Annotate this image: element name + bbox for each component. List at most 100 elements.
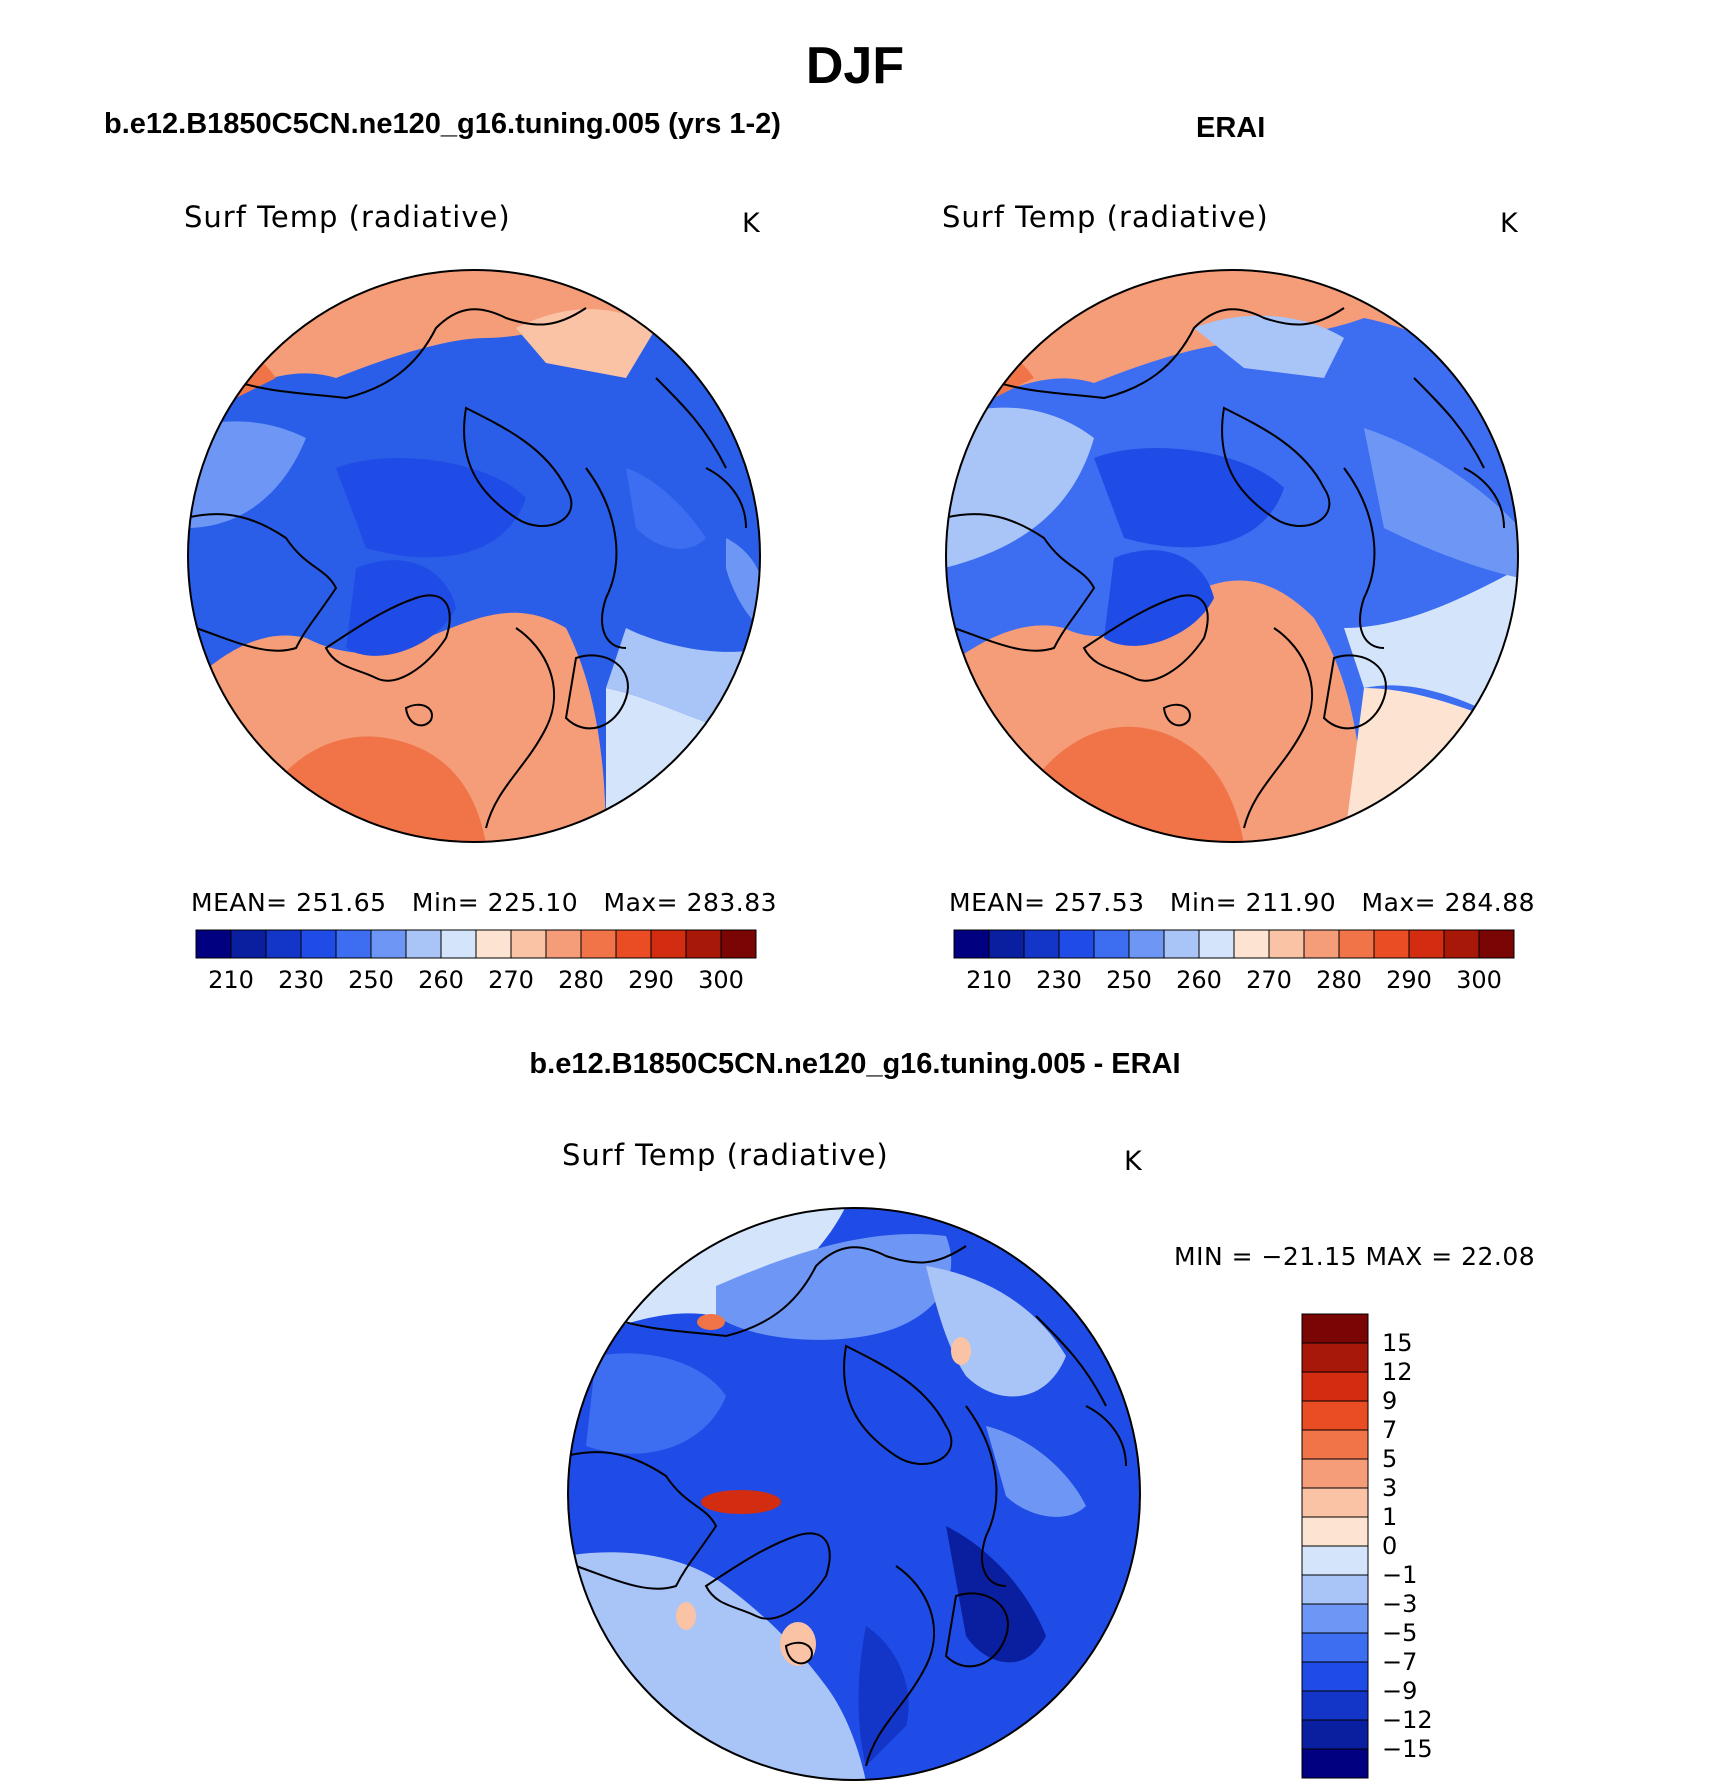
diff-east-mid: [986, 1426, 1086, 1517]
model-max-label: Max=: [603, 888, 679, 917]
model-colorbar-swatch: [510, 929, 547, 959]
obs-colorbar-swatch: [988, 929, 1025, 959]
model-eurasia-warm: [666, 768, 760, 842]
model-colorbar-tick-label: 210: [208, 966, 254, 994]
model-max-value: 283.83: [686, 888, 778, 917]
model-colorbar-tick-label: 300: [698, 966, 744, 994]
obs-colorbar-tick-label: 290: [1386, 966, 1432, 994]
diff-colorbar-tick-label: −15: [1382, 1735, 1433, 1763]
obs-colorbar-tick-label: 210: [966, 966, 1012, 994]
diff-colorbar-tick-label: −3: [1382, 1590, 1418, 1618]
diff-colorbar-tick-label: 0: [1382, 1532, 1398, 1560]
diff-colorbar-tick-label: −9: [1382, 1677, 1418, 1705]
model-colorbar-swatch: [265, 929, 302, 959]
obs-arctic-core: [1094, 448, 1284, 548]
figure-title: DJF: [805, 37, 905, 95]
model-colorbar-swatch: [615, 929, 652, 959]
diff-colorbar-tick-label: 12: [1382, 1358, 1413, 1386]
obs-coastlines: [946, 307, 1505, 829]
obs-colorbar-tick-label: 300: [1456, 966, 1502, 994]
obs-mean-label: MEAN=: [949, 888, 1046, 917]
obs-colorbar-tick-label: 230: [1036, 966, 1082, 994]
obs-panel-title: ERAI: [1196, 112, 1266, 144]
model-map-border: [187, 269, 761, 843]
diff-colorbar-swatch: [1301, 1690, 1369, 1721]
obs-stats: MEAN= 257.53 Min= 211.90 Max= 284.88: [949, 888, 1535, 917]
obs-variable-label: Surf Temp (radiative): [942, 200, 1269, 234]
model-colorbar-tick-label: 290: [628, 966, 674, 994]
obs-colorbar-swatch: [1338, 929, 1375, 959]
diff-colorbar-tick-label: 7: [1382, 1416, 1398, 1444]
model-colorbar-tick-label: 270: [488, 966, 534, 994]
model-variable-label: Surf Temp (radiative): [184, 200, 511, 234]
obs-siberia-light: [1344, 568, 1518, 728]
obs-colorbar-swatch: [1373, 929, 1410, 959]
obs-alaska-light: [946, 407, 1094, 568]
obs-colorbar-swatch: [1408, 929, 1445, 959]
obs-east-mid: [1364, 428, 1518, 578]
model-colorbar-swatch: [685, 929, 722, 959]
model-colorbar-swatch: [370, 929, 407, 959]
diff-polar-map: [567, 1207, 1141, 1781]
diff-colorbar-swatch: [1301, 1487, 1369, 1518]
diff-colorbar-swatch: [1301, 1400, 1369, 1431]
model-colorbar-swatch: [475, 929, 512, 959]
obs-min-value: 211.90: [1245, 888, 1337, 917]
diff-colorbar-swatch: [1301, 1603, 1369, 1634]
obs-min-label: Min=: [1169, 888, 1238, 917]
obs-colorbar-swatch: [1163, 929, 1200, 959]
diff-colorbar-labels: 15 12 9 7 5 3 1 0 −1 −3 −5 −7 −9 −12 −15: [1382, 1314, 1502, 1778]
obs-max-label: Max=: [1361, 888, 1437, 917]
diff-coastlines: [568, 1245, 1127, 1767]
model-panel-title: b.e12.B1850C5CN.ne120_g16.tuning.005 (yr…: [104, 108, 781, 140]
model-colorbar-swatch: [720, 929, 757, 959]
diff-colorbar-tick-label: 9: [1382, 1387, 1398, 1415]
model-stats: MEAN= 251.65 Min= 225.10 Max= 283.83: [191, 888, 777, 917]
diff-colorbar-tick-label: −5: [1382, 1619, 1418, 1647]
diff-map-border: [567, 1207, 1141, 1781]
obs-map-border: [945, 269, 1519, 843]
diff-hotspot-chukotka: [951, 1337, 971, 1365]
diff-scandinavia-cold: [858, 1626, 909, 1766]
model-coastlines: [188, 307, 747, 829]
obs-colorbar-swatch: [1093, 929, 1130, 959]
diff-hotspot-siberia: [697, 1314, 725, 1330]
diff-hotspot-labrador: [676, 1602, 696, 1630]
obs-colorbar-tick-label: 250: [1106, 966, 1152, 994]
diff-colorbar-swatch: [1301, 1748, 1369, 1779]
diff-panel-title: b.e12.B1850C5CN.ne120_g16.tuning.005 - E…: [529, 1048, 1181, 1080]
model-mean-value: 251.65: [296, 888, 387, 917]
model-greenland: [346, 560, 456, 656]
model-siberia-mid: [626, 468, 706, 549]
diff-colorbar-swatch: [1301, 1342, 1369, 1373]
model-colorbar-swatch: [300, 929, 337, 959]
obs-colorbar-swatch: [1478, 929, 1515, 959]
obs-colorbar-swatch: [1233, 929, 1270, 959]
model-bering-warm: [516, 309, 656, 378]
diff-colorbar-swatch: [1301, 1661, 1369, 1692]
obs-colorbar-swatch: [1303, 929, 1340, 959]
obs-units-label: K: [1500, 208, 1518, 239]
obs-colorbar-swatch: [1198, 929, 1235, 959]
diff-colorbar-tick-label: −7: [1382, 1648, 1418, 1676]
obs-colorbar-swatch: [953, 929, 990, 959]
model-colorbar-tick-label: 280: [558, 966, 604, 994]
diff-colorbar-tick-label: 3: [1382, 1474, 1398, 1502]
obs-eurasia-warm: [1344, 688, 1518, 842]
model-colorbar-tick-label: 260: [418, 966, 464, 994]
obs-colorbar-tick-label: 280: [1316, 966, 1362, 994]
model-mean-label: MEAN=: [191, 888, 288, 917]
model-colorbar-swatch: [195, 929, 232, 959]
diff-colorbar-tick-label: 1: [1382, 1503, 1398, 1531]
obs-polar-map: [945, 269, 1519, 843]
model-colorbar-swatch: [230, 929, 267, 959]
model-units-label: K: [742, 208, 760, 239]
diff-colorbar: [1301, 1313, 1369, 1779]
diff-colorbar-tick-label: 15: [1382, 1329, 1413, 1357]
obs-colorbar-swatch: [1268, 929, 1305, 959]
diff-colorbar-tick-label: −1: [1382, 1561, 1418, 1589]
obs-colorbar-swatch: [1023, 929, 1060, 959]
obs-colorbar-labels: 210 230 250 260 270 280 290 300: [954, 966, 1514, 996]
diff-colorbar-swatch: [1301, 1371, 1369, 1402]
diff-colorbar-tick-label: −12: [1382, 1706, 1433, 1734]
